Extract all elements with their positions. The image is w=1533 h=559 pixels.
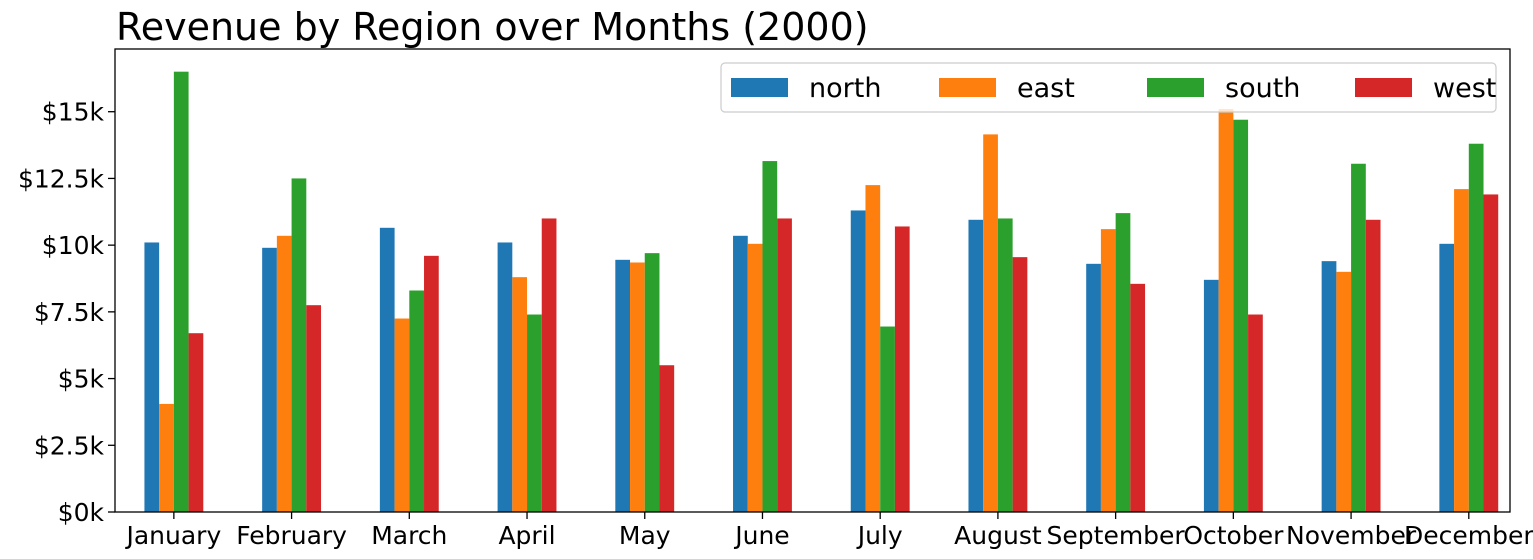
bar-south-march [409, 290, 425, 512]
bar-east-november [1336, 271, 1352, 512]
y-tick-label: $7.5k [34, 298, 105, 327]
bar-west-december [1483, 194, 1499, 512]
bar-west-march [424, 255, 439, 512]
y-tick-label: $15k [42, 98, 105, 127]
bar-west-january [188, 333, 204, 512]
bar-east-october [1218, 109, 1234, 512]
bar-east-february [276, 235, 292, 513]
legend-label-south: south [1225, 73, 1300, 104]
x-tick-label: May [619, 521, 671, 550]
legend-box [720, 62, 1497, 113]
y-axis: $0k $2.5k $5k $7.5k $10k $12.5k $15k [18, 98, 115, 527]
legend: north east south west [720, 62, 1497, 113]
bar-south-february [291, 178, 307, 512]
legend-swatch-west [1355, 78, 1412, 97]
bar-east-april [512, 277, 528, 512]
x-tick-label: August [954, 521, 1042, 550]
bar-west-september [1130, 283, 1146, 512]
x-axis: January February March April May June July Augu… [124, 512, 1533, 550]
bar-north-september [1086, 263, 1101, 512]
legend-label-west: west [1433, 73, 1496, 104]
bar-east-august [983, 134, 998, 512]
bar-north-december [1439, 243, 1455, 512]
bar-west-november [1365, 219, 1381, 513]
x-tick-label: July [856, 521, 903, 550]
bar-east-december [1454, 189, 1469, 512]
x-tick-label: November [1286, 521, 1417, 550]
bar-south-july [880, 326, 895, 512]
bar-west-august [1012, 257, 1028, 512]
bar-south-january [173, 71, 189, 513]
y-tick-label: $10k [42, 231, 105, 260]
bars-layer [144, 71, 1499, 513]
bar-south-august [997, 218, 1013, 512]
bar-north-april [497, 242, 513, 512]
y-tick-label: $12.5k [18, 164, 105, 193]
bar-east-september [1100, 229, 1116, 512]
bar-north-march [379, 227, 395, 513]
bar-south-september [1115, 213, 1131, 512]
legend-label-east: east [1017, 73, 1075, 104]
bar-west-february [306, 305, 322, 512]
y-tick-label: $0k [58, 498, 105, 527]
bar-east-july [865, 185, 881, 512]
bar-north-january [144, 242, 160, 512]
plot-area-frame [114, 48, 1511, 513]
bar-east-june [747, 243, 763, 512]
bar-south-may [644, 253, 660, 512]
bar-north-february [262, 247, 277, 512]
x-tick-label: October [1183, 521, 1284, 550]
bar-north-june [733, 235, 748, 513]
y-tick-label: $5k [58, 365, 105, 394]
bar-south-november [1351, 163, 1366, 512]
legend-swatch-south [1147, 78, 1204, 97]
chart-title: Revenue by Region over Months (2000) [116, 5, 869, 49]
bar-west-july [894, 226, 910, 512]
bar-north-october [1203, 279, 1219, 512]
legend-label-north: north [809, 73, 881, 104]
bar-south-october [1233, 119, 1249, 512]
bar-north-november [1321, 261, 1337, 512]
bar-north-august [968, 219, 984, 513]
bar-west-april [541, 218, 557, 512]
x-tick-label: March [371, 521, 447, 550]
bar-north-may [615, 259, 631, 512]
x-tick-label: April [498, 521, 555, 550]
bar-west-october [1248, 314, 1263, 512]
bar-west-may [659, 365, 675, 512]
x-tick-label: September [1047, 521, 1186, 550]
bar-south-december [1468, 143, 1484, 513]
x-tick-label: June [733, 521, 789, 550]
bar-west-june [777, 218, 792, 512]
y-tick-label: $2.5k [34, 431, 105, 460]
x-tick-label: February [236, 521, 347, 550]
legend-swatch-east [939, 78, 996, 97]
bar-south-april [527, 314, 542, 512]
bar-south-june [762, 161, 778, 512]
x-tick-label: January [124, 521, 221, 550]
x-tick-label: December [1404, 521, 1533, 550]
bar-east-january [159, 403, 174, 512]
legend-swatch-north [731, 78, 788, 97]
bar-east-may [630, 262, 645, 512]
bar-north-july [850, 210, 866, 512]
bar-east-march [394, 318, 410, 512]
